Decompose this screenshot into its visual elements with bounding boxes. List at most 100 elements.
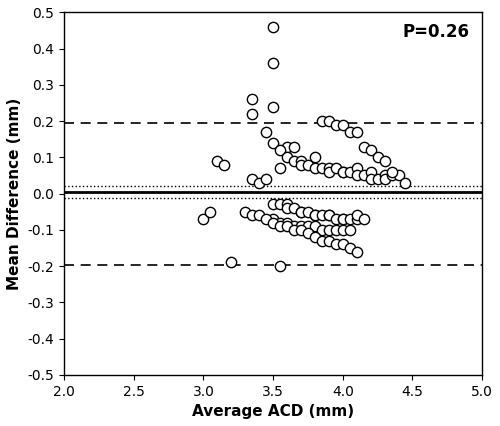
Point bbox=[380, 158, 388, 164]
Point bbox=[290, 223, 298, 230]
Point bbox=[304, 161, 312, 168]
Point bbox=[248, 212, 256, 219]
Point bbox=[214, 158, 222, 164]
Point bbox=[228, 259, 235, 266]
Point bbox=[339, 168, 347, 175]
Point bbox=[325, 227, 333, 233]
Point bbox=[297, 223, 305, 230]
Point bbox=[269, 216, 277, 222]
Point bbox=[325, 212, 333, 219]
Point bbox=[304, 208, 312, 215]
Point bbox=[248, 176, 256, 182]
Point bbox=[297, 208, 305, 215]
Point bbox=[276, 165, 284, 172]
Point bbox=[311, 212, 319, 219]
Point bbox=[269, 103, 277, 110]
Point bbox=[366, 147, 374, 153]
X-axis label: Average ACD (mm): Average ACD (mm) bbox=[192, 404, 354, 419]
Point bbox=[311, 212, 319, 219]
Point bbox=[325, 165, 333, 172]
Point bbox=[220, 161, 228, 168]
Point bbox=[262, 129, 270, 135]
Point bbox=[346, 129, 354, 135]
Point bbox=[339, 241, 347, 248]
Point bbox=[388, 172, 396, 179]
Point bbox=[352, 129, 360, 135]
Point bbox=[297, 158, 305, 164]
Point bbox=[325, 212, 333, 219]
Point bbox=[332, 121, 340, 128]
Point bbox=[318, 118, 326, 124]
Point bbox=[360, 143, 368, 150]
Point bbox=[360, 216, 368, 222]
Point bbox=[297, 161, 305, 168]
Point bbox=[276, 147, 284, 153]
Point bbox=[290, 158, 298, 164]
Point bbox=[311, 234, 319, 241]
Point bbox=[269, 139, 277, 146]
Point bbox=[276, 223, 284, 230]
Point bbox=[262, 176, 270, 182]
Point bbox=[248, 110, 256, 117]
Y-axis label: Mean Difference (mm): Mean Difference (mm) bbox=[7, 98, 22, 290]
Point bbox=[318, 237, 326, 244]
Point bbox=[388, 168, 396, 175]
Point bbox=[276, 201, 284, 208]
Point bbox=[290, 205, 298, 212]
Point bbox=[325, 168, 333, 175]
Point bbox=[318, 227, 326, 233]
Point bbox=[346, 168, 354, 175]
Point bbox=[304, 223, 312, 230]
Point bbox=[366, 168, 374, 175]
Point bbox=[255, 212, 263, 219]
Point bbox=[352, 212, 360, 219]
Point bbox=[332, 216, 340, 222]
Point bbox=[380, 176, 388, 182]
Point bbox=[339, 216, 347, 222]
Point bbox=[269, 23, 277, 30]
Point bbox=[346, 216, 354, 222]
Point bbox=[311, 223, 319, 230]
Point bbox=[311, 154, 319, 161]
Point bbox=[311, 165, 319, 172]
Point bbox=[332, 165, 340, 172]
Point bbox=[346, 245, 354, 251]
Point bbox=[339, 168, 347, 175]
Point bbox=[318, 212, 326, 219]
Point bbox=[352, 248, 360, 255]
Point bbox=[346, 227, 354, 233]
Point bbox=[352, 172, 360, 179]
Point bbox=[269, 219, 277, 226]
Point bbox=[352, 165, 360, 172]
Point bbox=[332, 227, 340, 233]
Point bbox=[283, 154, 291, 161]
Point bbox=[290, 143, 298, 150]
Point bbox=[304, 230, 312, 237]
Point bbox=[297, 208, 305, 215]
Point bbox=[283, 223, 291, 230]
Point bbox=[200, 216, 207, 222]
Point bbox=[339, 121, 347, 128]
Point bbox=[332, 241, 340, 248]
Point bbox=[374, 154, 382, 161]
Point bbox=[283, 219, 291, 226]
Point bbox=[402, 179, 409, 186]
Point bbox=[325, 237, 333, 244]
Text: P=0.26: P=0.26 bbox=[402, 23, 469, 41]
Point bbox=[360, 172, 368, 179]
Point bbox=[290, 227, 298, 233]
Point bbox=[380, 172, 388, 179]
Point bbox=[283, 143, 291, 150]
Point bbox=[241, 208, 249, 215]
Point bbox=[318, 165, 326, 172]
Point bbox=[269, 60, 277, 66]
Point bbox=[366, 176, 374, 182]
Point bbox=[269, 201, 277, 208]
Point bbox=[276, 263, 284, 270]
Point bbox=[276, 219, 284, 226]
Point bbox=[352, 216, 360, 222]
Point bbox=[283, 205, 291, 212]
Point bbox=[283, 201, 291, 208]
Point bbox=[325, 118, 333, 124]
Point bbox=[297, 227, 305, 233]
